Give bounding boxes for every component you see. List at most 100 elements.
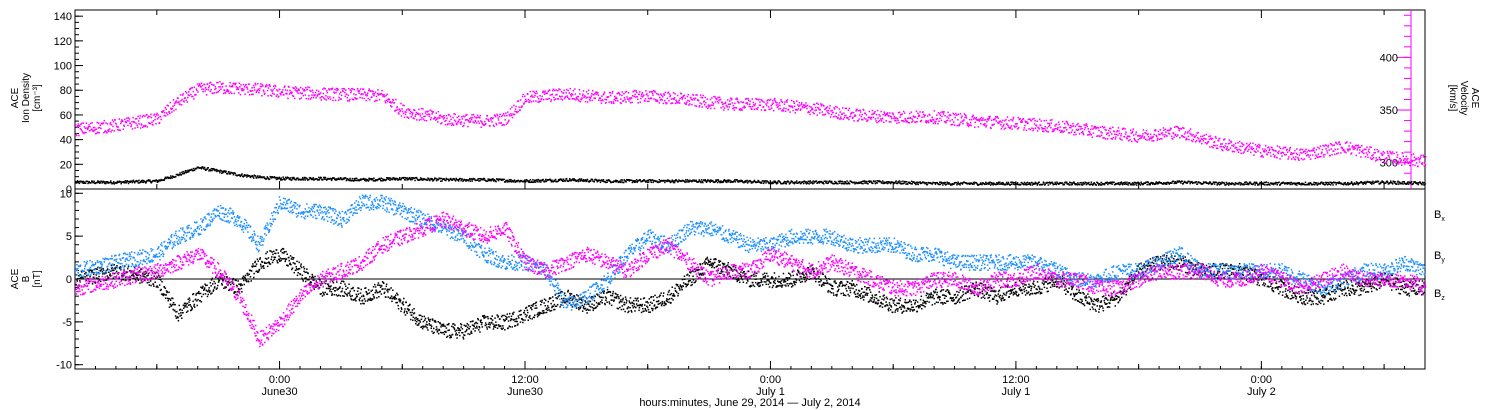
velocity-point <box>258 92 260 94</box>
velocity-point <box>861 113 863 116</box>
density-point <box>1029 183 1031 185</box>
density-point <box>1100 181 1102 184</box>
density-point <box>1090 183 1092 185</box>
density-point <box>658 179 661 181</box>
velocity-point <box>1384 162 1387 164</box>
velocity-point <box>772 100 774 102</box>
velocity-point <box>117 126 119 128</box>
velocity-point <box>91 129 94 131</box>
velocity-point <box>825 108 827 110</box>
velocity-point <box>420 107 423 110</box>
velocity-point <box>348 87 350 90</box>
velocity-point <box>191 95 193 98</box>
density-point <box>131 181 133 184</box>
velocity-point <box>1021 121 1023 123</box>
velocity-point <box>318 93 321 95</box>
velocity-point <box>118 129 120 131</box>
velocity-point <box>931 120 933 122</box>
velocity-point <box>1194 141 1197 143</box>
velocity-point <box>242 83 245 86</box>
density-point <box>447 178 449 180</box>
density-point <box>649 179 651 181</box>
tick-layer: 020406080100120140-10-505103003504000:00… <box>54 10 1426 398</box>
velocity-point <box>502 123 504 126</box>
velocity-point <box>1248 148 1250 151</box>
velocity-point <box>822 114 824 116</box>
velocity-point <box>303 90 305 92</box>
density-point <box>259 175 261 177</box>
density-point <box>892 181 894 184</box>
velocity-point <box>1242 152 1244 154</box>
density-point <box>1120 183 1122 185</box>
density-point <box>1364 183 1367 185</box>
velocity-point <box>115 125 118 127</box>
density-point <box>1055 183 1058 186</box>
velocity-point <box>564 96 567 98</box>
velocity-point <box>218 89 221 92</box>
velocity-point <box>1168 133 1171 135</box>
density-point <box>337 177 340 179</box>
velocity-point <box>141 124 143 126</box>
velocity-point <box>219 81 221 83</box>
velocity-point <box>1382 150 1385 153</box>
velocity-point <box>1247 144 1250 147</box>
velocity-point <box>1110 137 1112 140</box>
velocity-point <box>848 107 851 110</box>
velocity-point <box>607 95 610 98</box>
velocity-point <box>1256 145 1259 147</box>
density-point <box>1121 183 1124 186</box>
velocity-point <box>966 122 968 124</box>
density-point <box>1391 182 1393 184</box>
density-point <box>1387 181 1389 183</box>
density-point <box>253 177 255 179</box>
velocity-point <box>331 88 333 90</box>
velocity-point <box>817 103 819 105</box>
density-point <box>704 179 707 181</box>
velocity-point <box>610 101 612 103</box>
velocity-point <box>302 94 305 97</box>
velocity-point <box>1371 158 1374 160</box>
density-point <box>743 181 746 183</box>
velocity-point <box>1137 135 1139 137</box>
density-point <box>507 179 509 182</box>
density-tick-label: 80 <box>60 85 72 97</box>
density-point <box>769 182 771 184</box>
velocity-point <box>977 119 979 121</box>
velocity-point <box>136 124 138 126</box>
velocity-point <box>491 121 493 123</box>
velocity-point <box>1017 116 1019 119</box>
velocity-point <box>757 106 759 109</box>
density-point <box>750 180 752 183</box>
density-point <box>550 179 552 182</box>
velocity-point <box>100 127 102 130</box>
velocity-point <box>1175 125 1177 128</box>
velocity-point <box>1023 129 1025 131</box>
velocity-point <box>1074 131 1076 133</box>
density-point <box>1021 182 1023 184</box>
velocity-point <box>678 99 680 102</box>
velocity-point <box>823 105 825 107</box>
density-point <box>915 181 918 184</box>
density-point <box>737 181 740 183</box>
velocity-point <box>793 102 795 104</box>
density-point <box>549 178 551 180</box>
density-point <box>492 180 495 182</box>
velocity-point <box>205 94 208 96</box>
velocity-point <box>873 112 876 115</box>
velocity-point <box>1086 125 1088 128</box>
density-point <box>1032 182 1034 185</box>
velocity-point <box>1258 143 1260 146</box>
velocity-point <box>488 120 490 122</box>
velocity-point <box>831 109 833 112</box>
velocity-point <box>1011 128 1013 130</box>
velocity-point <box>730 97 732 99</box>
velocity-point <box>986 121 988 123</box>
velocity-point <box>446 117 448 120</box>
velocity-point <box>397 109 399 111</box>
density-point <box>910 183 912 185</box>
velocity-point <box>1048 125 1050 128</box>
velocity-point <box>453 113 455 115</box>
velocity-point <box>752 105 754 108</box>
density-point <box>203 168 205 170</box>
velocity-point <box>951 123 953 126</box>
